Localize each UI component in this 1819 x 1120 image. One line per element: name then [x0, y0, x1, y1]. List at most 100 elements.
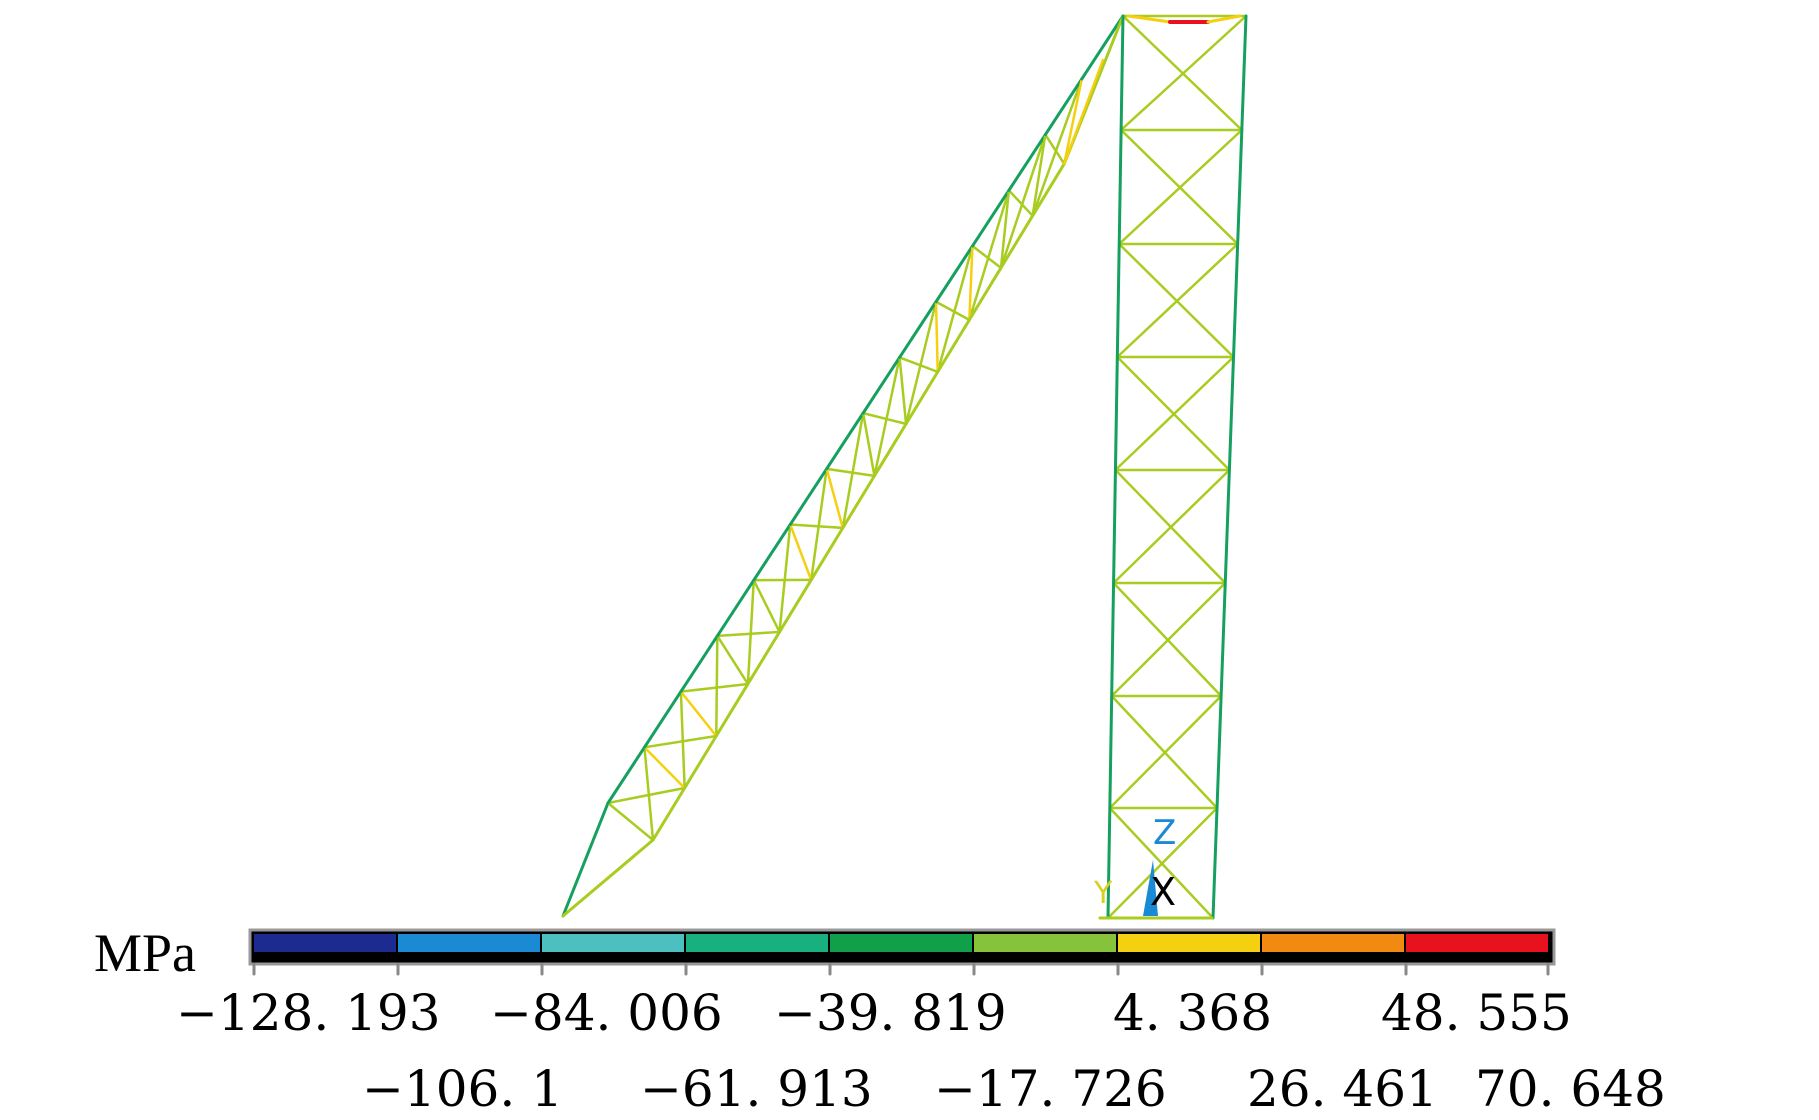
tower-diagonal	[1117, 242, 1235, 359]
boom-web	[999, 189, 1011, 270]
boom-upper-chord	[606, 745, 646, 805]
legend-label-bottom-2: −17. 726	[934, 1060, 1167, 1118]
legend-unit: MPa	[94, 923, 197, 983]
boom-web	[716, 634, 750, 686]
boom-diagonal	[1044, 133, 1066, 166]
boom-lower-chord	[841, 474, 876, 530]
legend-label-bottom-4: 70. 648	[1475, 1060, 1666, 1118]
boom-tip-chord	[561, 801, 610, 918]
boom-lower-chord	[778, 578, 813, 634]
tower-diagonal	[1121, 14, 1244, 132]
legend-swatch-7	[1262, 934, 1404, 952]
boom-diagonal	[968, 189, 1011, 322]
legend-label-bottom-0: −106. 1	[362, 1060, 563, 1118]
vertical-tower-truss	[1098, 14, 1248, 920]
boom-lower-chord	[1031, 162, 1066, 218]
boom-web	[788, 523, 813, 582]
boom-lower-chord	[809, 526, 845, 582]
boom-diagonal	[934, 300, 971, 322]
tower-diagonal	[1114, 468, 1227, 585]
boom-diagonal	[606, 786, 686, 805]
z-axis-arrow	[1143, 860, 1158, 916]
boom-head-chord	[1080, 14, 1125, 81]
legend-swatch-0	[254, 934, 396, 952]
boom-lower-chord	[746, 630, 782, 686]
boom-web	[1031, 133, 1047, 218]
boom-lower-chord	[904, 370, 940, 426]
boom-diagonal	[746, 578, 756, 686]
boom-diagonal	[873, 356, 901, 478]
boom-diagonal	[643, 746, 655, 842]
boom-tip-chord	[561, 838, 655, 918]
boom-diagonal	[898, 356, 939, 374]
boom-upper-chord	[825, 411, 865, 471]
boom-web	[752, 578, 781, 634]
boom-upper-chord	[970, 188, 1011, 248]
boom-lower-chord	[936, 318, 971, 374]
z-axis-label: Z	[1153, 813, 1176, 853]
boom-diagonal	[715, 634, 719, 738]
legend-swatch-1	[398, 934, 540, 952]
boom-diagonal	[809, 467, 828, 582]
boom-web	[898, 356, 908, 426]
axis-triad: Z Y X	[1093, 813, 1176, 916]
boom-head-web	[1062, 58, 1105, 166]
boom-lower-chord	[714, 682, 750, 738]
boom-web	[679, 690, 718, 738]
boom-upper-chord	[788, 467, 829, 527]
tower-top-edge	[1206, 14, 1242, 24]
legend-swatch-3	[686, 934, 828, 952]
boom-upper-chord	[715, 578, 756, 638]
boom-diagonal	[643, 734, 718, 749]
boom-upper-chord	[752, 523, 792, 582]
tower-diagonal	[1112, 581, 1223, 698]
boom-diagonal	[778, 523, 792, 634]
boom-diagonal	[971, 244, 1003, 270]
boom-web	[643, 746, 686, 790]
legend-swatch-2	[542, 934, 684, 952]
boom-lower-chord	[651, 786, 687, 842]
boom-diagonal	[679, 690, 686, 790]
boom-diagonal	[841, 411, 865, 530]
boom-web	[825, 467, 845, 530]
boom-diagonal	[936, 244, 974, 374]
legend-swatch-4	[830, 934, 972, 952]
boom-web	[968, 244, 974, 322]
boom-web	[606, 801, 655, 842]
legend-label-top-1: −84. 006	[490, 984, 723, 1042]
boom-web	[1062, 77, 1084, 166]
tower-left-chord	[1106, 14, 1125, 920]
boom-lower-chord	[967, 266, 1003, 322]
boom-upper-chord	[679, 634, 719, 694]
tower-top-edge	[1126, 14, 1172, 24]
boom-upper-chord	[898, 300, 938, 359]
legend-label-top-4: 48. 555	[1381, 984, 1572, 1042]
legend-swatch-8	[1406, 934, 1548, 952]
boom-diagonal	[861, 411, 908, 426]
boom-diagonal	[904, 300, 938, 426]
boom-web	[861, 411, 876, 478]
tower-diagonal	[1119, 128, 1239, 246]
x-axis-label: X	[1150, 870, 1176, 914]
legend-swatch-6	[1118, 934, 1260, 952]
inclined-boom-truss	[561, 14, 1125, 918]
boom-diagonal	[1007, 189, 1034, 218]
boom-diagonal	[999, 133, 1047, 270]
legend-ticks	[252, 962, 1550, 976]
y-axis-label: Y	[1093, 876, 1113, 911]
boom-upper-chord	[1043, 77, 1084, 137]
boom-upper-chord	[934, 244, 974, 304]
boom-web	[934, 300, 939, 374]
legend-label-top-0: −128. 193	[176, 984, 441, 1042]
legend-label-top-2: −39. 819	[774, 984, 1007, 1042]
tower-diagonal	[1116, 355, 1231, 472]
legend-label-bottom-1: −61. 913	[640, 1060, 873, 1118]
tower-diagonal	[1110, 694, 1219, 810]
legend-swatch-5	[974, 934, 1116, 952]
boom-diagonal	[825, 467, 876, 478]
boom-diagonal	[788, 523, 845, 530]
boom-upper-chord	[861, 355, 902, 415]
legend-label-bottom-3: 26. 461	[1247, 1060, 1438, 1118]
legend-label-top-3: 4. 368	[1113, 984, 1273, 1042]
